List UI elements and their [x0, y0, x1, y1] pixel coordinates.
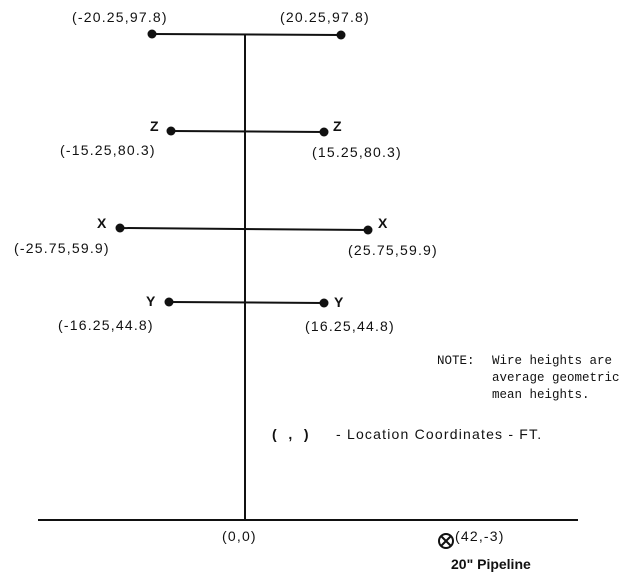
wire-pair-x: X X (-25.75,59.9) (25.75,59.9)	[14, 215, 438, 258]
note-line-2: average geometric	[492, 371, 620, 385]
coordinate-legend: ( , ) - Location Coordinates - FT.	[272, 426, 542, 442]
crossarm-top	[151, 33, 342, 36]
phase-label-y-right: Y	[334, 294, 344, 310]
coord-label-z-left: (-15.25,80.3)	[60, 142, 156, 158]
wire-pair-top: (-20.25,97.8) (20.25,97.8)	[72, 9, 370, 40]
phase-label-z-right: Z	[333, 118, 342, 134]
wire-point-y-right	[319, 298, 329, 308]
wire-pair-y: Y Y (-16.25,44.8) (16.25,44.8)	[58, 293, 395, 334]
note-prefix: NOTE:	[437, 354, 475, 368]
origin-label: (0,0)	[222, 528, 257, 544]
phase-label-y-left: Y	[146, 293, 156, 309]
legend-text: - Location Coordinates - FT.	[336, 426, 542, 442]
coord-label-x-left: (-25.75,59.9)	[14, 240, 110, 256]
coord-label-x-right: (25.75,59.9)	[348, 242, 438, 258]
wire-point-top-left	[147, 29, 157, 39]
coord-label-z-right: (15.25,80.3)	[312, 144, 402, 160]
wire-point-y-left	[164, 297, 174, 307]
wire-pair-z: Z Z (-15.25,80.3) (15.25,80.3)	[60, 118, 402, 160]
coord-label-top-left: (-20.25,97.8)	[72, 9, 168, 25]
pipeline-crossed-circle-icon	[438, 533, 454, 549]
wire-point-z-right	[319, 127, 329, 137]
wire-point-x-right	[363, 225, 373, 235]
pipeline-marker: (42,-3) 20" Pipeline	[438, 528, 531, 572]
phase-label-x-right: X	[378, 215, 388, 231]
coord-label-top-right: (20.25,97.8)	[280, 9, 370, 25]
note-line-1: Wire heights are	[492, 354, 612, 368]
crossarm-z	[170, 130, 325, 133]
pipeline-label: 20" Pipeline	[451, 556, 531, 572]
note-line-3: mean heights.	[492, 388, 590, 402]
phase-label-z-left: Z	[150, 118, 159, 134]
wire-point-z-left	[166, 126, 176, 136]
coord-label-y-right: (16.25,44.8)	[305, 318, 395, 334]
crossarm-x	[119, 227, 369, 231]
crossarm-y	[168, 301, 325, 304]
phase-label-x-left: X	[97, 215, 107, 231]
wire-point-top-right	[336, 30, 346, 40]
coord-label-y-left: (-16.25,44.8)	[58, 317, 154, 333]
wire-point-x-left	[115, 223, 125, 233]
note-block: NOTE: Wire heights are average geometric…	[437, 354, 620, 402]
legend-symbol: ( , )	[272, 426, 309, 442]
pipeline-coord: (42,-3)	[455, 528, 505, 544]
